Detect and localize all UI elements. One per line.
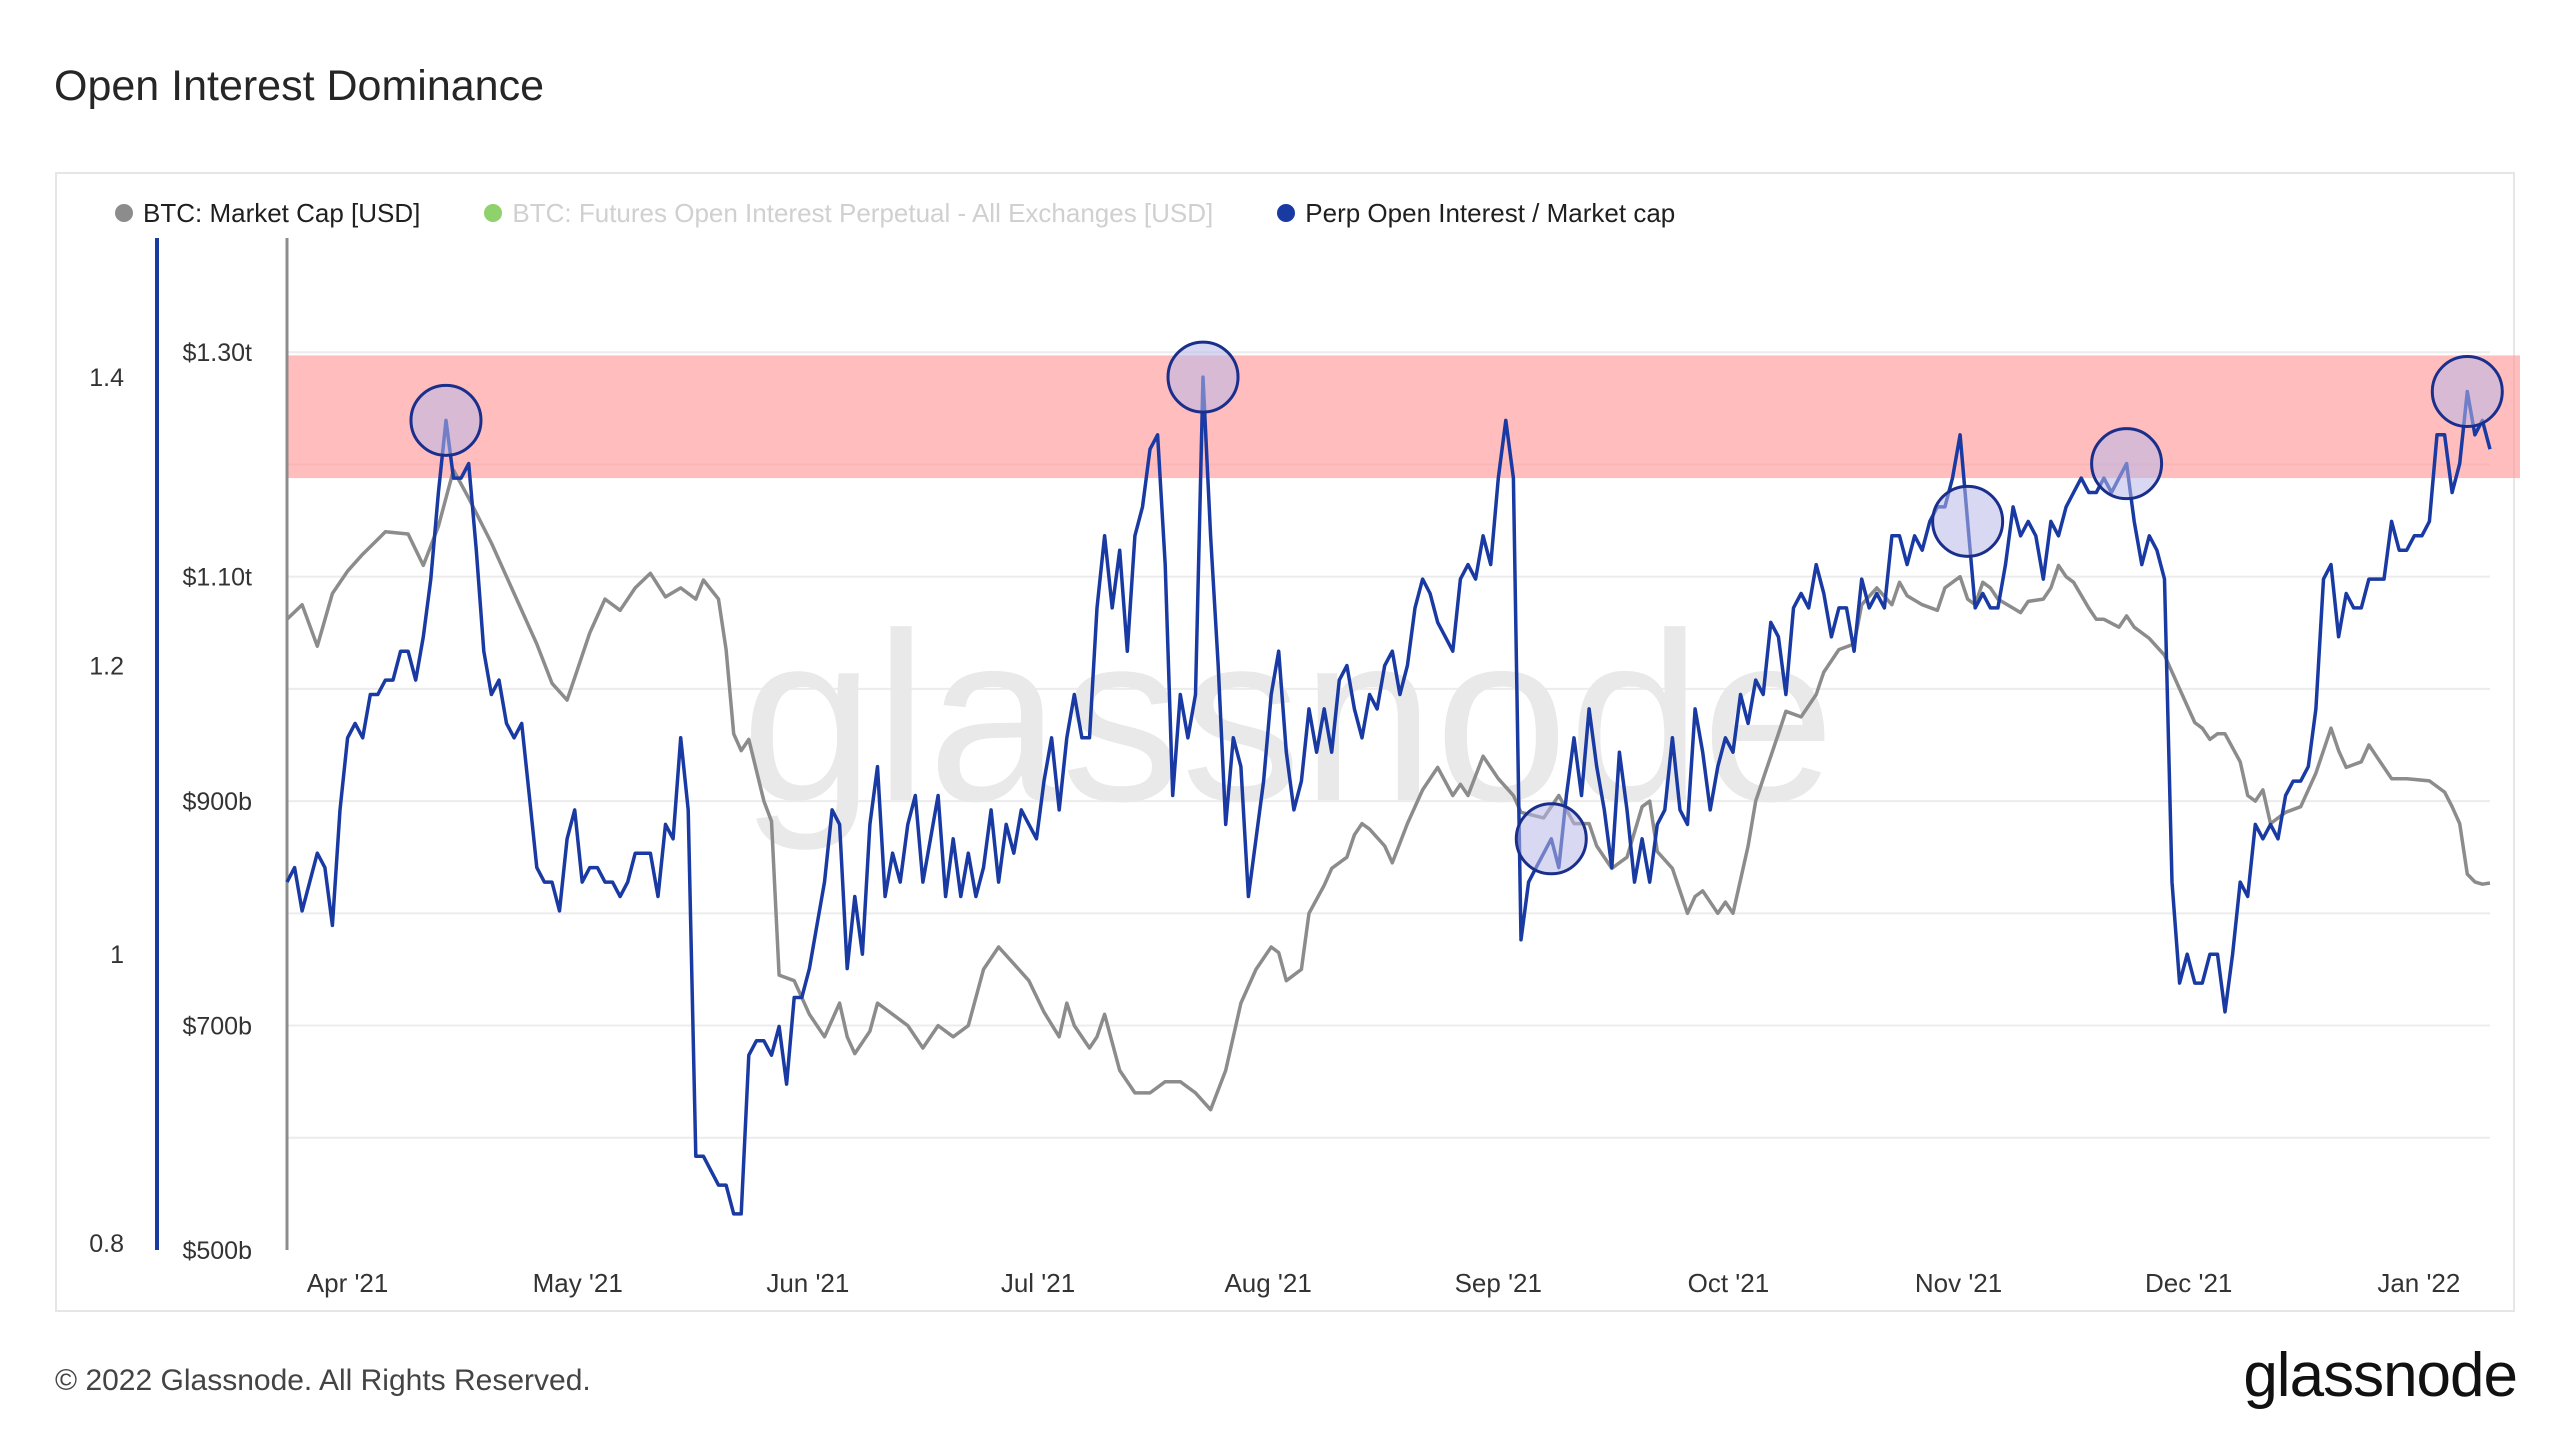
- peak-markers: [409, 340, 2504, 876]
- peak-marker: [2090, 427, 2164, 501]
- legend-item-market-cap[interactable]: BTC: Market Cap [USD]: [115, 198, 420, 229]
- x-tick-label: Sep '21: [1455, 1268, 1542, 1298]
- x-tick-label: Aug '21: [1224, 1268, 1311, 1298]
- axes: [155, 238, 289, 1250]
- chart-legend: BTC: Market Cap [USD] BTC: Futures Open …: [115, 196, 1739, 230]
- legend-label-ratio: Perp Open Interest / Market cap: [1305, 197, 1676, 228]
- left-tick-label: 1: [110, 941, 124, 969]
- legend-dot-futures-oi: [484, 204, 503, 222]
- peak-marker: [1166, 340, 1240, 414]
- x-tick-label: Apr '21: [307, 1268, 389, 1298]
- legend-item-futures-oi[interactable]: BTC: Futures Open Interest Perpetual - A…: [484, 198, 1213, 229]
- chart-title: Open Interest Dominance: [54, 62, 544, 110]
- axis-tick-labels: Apr '21 May '21 Jun '21 Jul '21 Aug '21 Sep '…: [89, 339, 2460, 1298]
- highlight-band: [287, 355, 2520, 479]
- x-tick-label: Jul '21: [1001, 1268, 1075, 1298]
- legend-dot-ratio: [1277, 204, 1296, 222]
- peak-marker: [2430, 355, 2504, 428]
- peak-marker: [1931, 484, 2005, 558]
- peak-marker: [409, 383, 483, 457]
- x-tick-label: Jun '21: [766, 1268, 849, 1298]
- legend-label-market-cap: BTC: Market Cap [USD]: [143, 197, 421, 228]
- x-tick-label: Dec '21: [2145, 1268, 2232, 1298]
- right-tick-label: $700b: [182, 1013, 252, 1041]
- legend-item-ratio[interactable]: Perp Open Interest / Market cap: [1277, 198, 1675, 229]
- glassnode-logo: glassnode: [2243, 1341, 2518, 1410]
- legend-dot-market-cap: [115, 204, 133, 222]
- right-tick-label: $900b: [182, 788, 252, 816]
- peak-marker: [1514, 802, 1588, 876]
- left-tick-label: 1.2: [89, 653, 124, 681]
- right-tick-label: $500b: [182, 1237, 252, 1265]
- x-tick-label: Oct '21: [1688, 1268, 1770, 1298]
- x-tick-label: May '21: [533, 1268, 623, 1298]
- legend-label-futures-oi: BTC: Futures Open Interest Perpetual - A…: [512, 197, 1214, 228]
- highlight-band-group: [287, 355, 2520, 479]
- x-tick-label: Nov '21: [1915, 1268, 2002, 1298]
- left-tick-label: 1.4: [89, 364, 124, 392]
- right-tick-label: $1.30t: [182, 339, 252, 367]
- left-tick-label: 0.8: [89, 1230, 124, 1258]
- chart-frame: [55, 172, 2515, 1312]
- copyright-text: © 2022 Glassnode. All Rights Reserved.: [55, 1364, 591, 1397]
- watermark: glassnode: [741, 583, 1835, 851]
- x-tick-label: Jan '22: [2377, 1268, 2460, 1298]
- right-tick-label: $1.10t: [182, 564, 252, 592]
